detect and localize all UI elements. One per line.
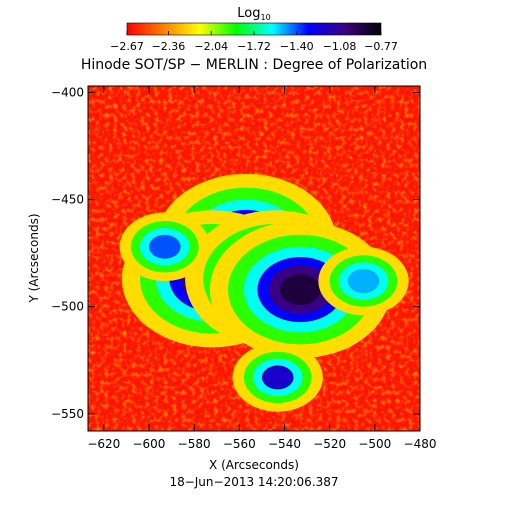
x-tick-label: −480 — [404, 437, 437, 451]
x-tick-label: −560 — [223, 437, 256, 451]
colorbar-tick-label: −0.77 — [364, 40, 398, 53]
heatmap-region — [347, 269, 380, 293]
x-tick-label: −580 — [178, 437, 211, 451]
y-tick-label: −450 — [51, 193, 84, 207]
x-tick-label: −620 — [87, 437, 120, 451]
x-tick-label: −540 — [268, 437, 301, 451]
colorbar-tick-label: −1.40 — [280, 40, 314, 53]
plot-frame — [87, 85, 421, 432]
colorbar-tick-label: −2.04 — [194, 40, 228, 53]
y-tick-label: −400 — [51, 85, 84, 99]
y-axis-label: Y (Arcseconds) — [27, 213, 41, 303]
timestamp: 18−Jun−2013 14:20:06.387 — [169, 475, 338, 489]
colorbar-tick-label: −1.08 — [323, 40, 357, 53]
axis-ticks: −620 −600 −580 −560 −540 −520 −500 −480 −400 −450… — [51, 85, 436, 451]
y-tick-label: −500 — [51, 300, 84, 314]
chart-title: Hinode SOT/SP − MERLIN : Degree of Polar… — [81, 57, 427, 73]
colorbar-ticks: −2.67 −2.36 −2.04 −1.72 −1.40 −1.08 −0.77 — [110, 31, 398, 53]
x-tick-label: −600 — [132, 437, 165, 451]
heatmap-region — [261, 365, 294, 390]
heatmap-image — [88, 86, 420, 431]
heatmap-region — [279, 274, 321, 306]
x-tick-label: −520 — [313, 437, 346, 451]
colorbar-tick-label: −2.67 — [110, 40, 144, 53]
colorbar-tick-label: −2.36 — [152, 40, 186, 53]
x-tick-label: −500 — [358, 437, 391, 451]
y-tick-label: −550 — [51, 407, 84, 421]
colorbar-tick-label: −1.72 — [237, 40, 271, 53]
x-axis-label: X (Arcseconds) — [209, 458, 299, 472]
heatmap-region — [148, 234, 181, 259]
colorbar-label: Log10 — [237, 6, 270, 22]
